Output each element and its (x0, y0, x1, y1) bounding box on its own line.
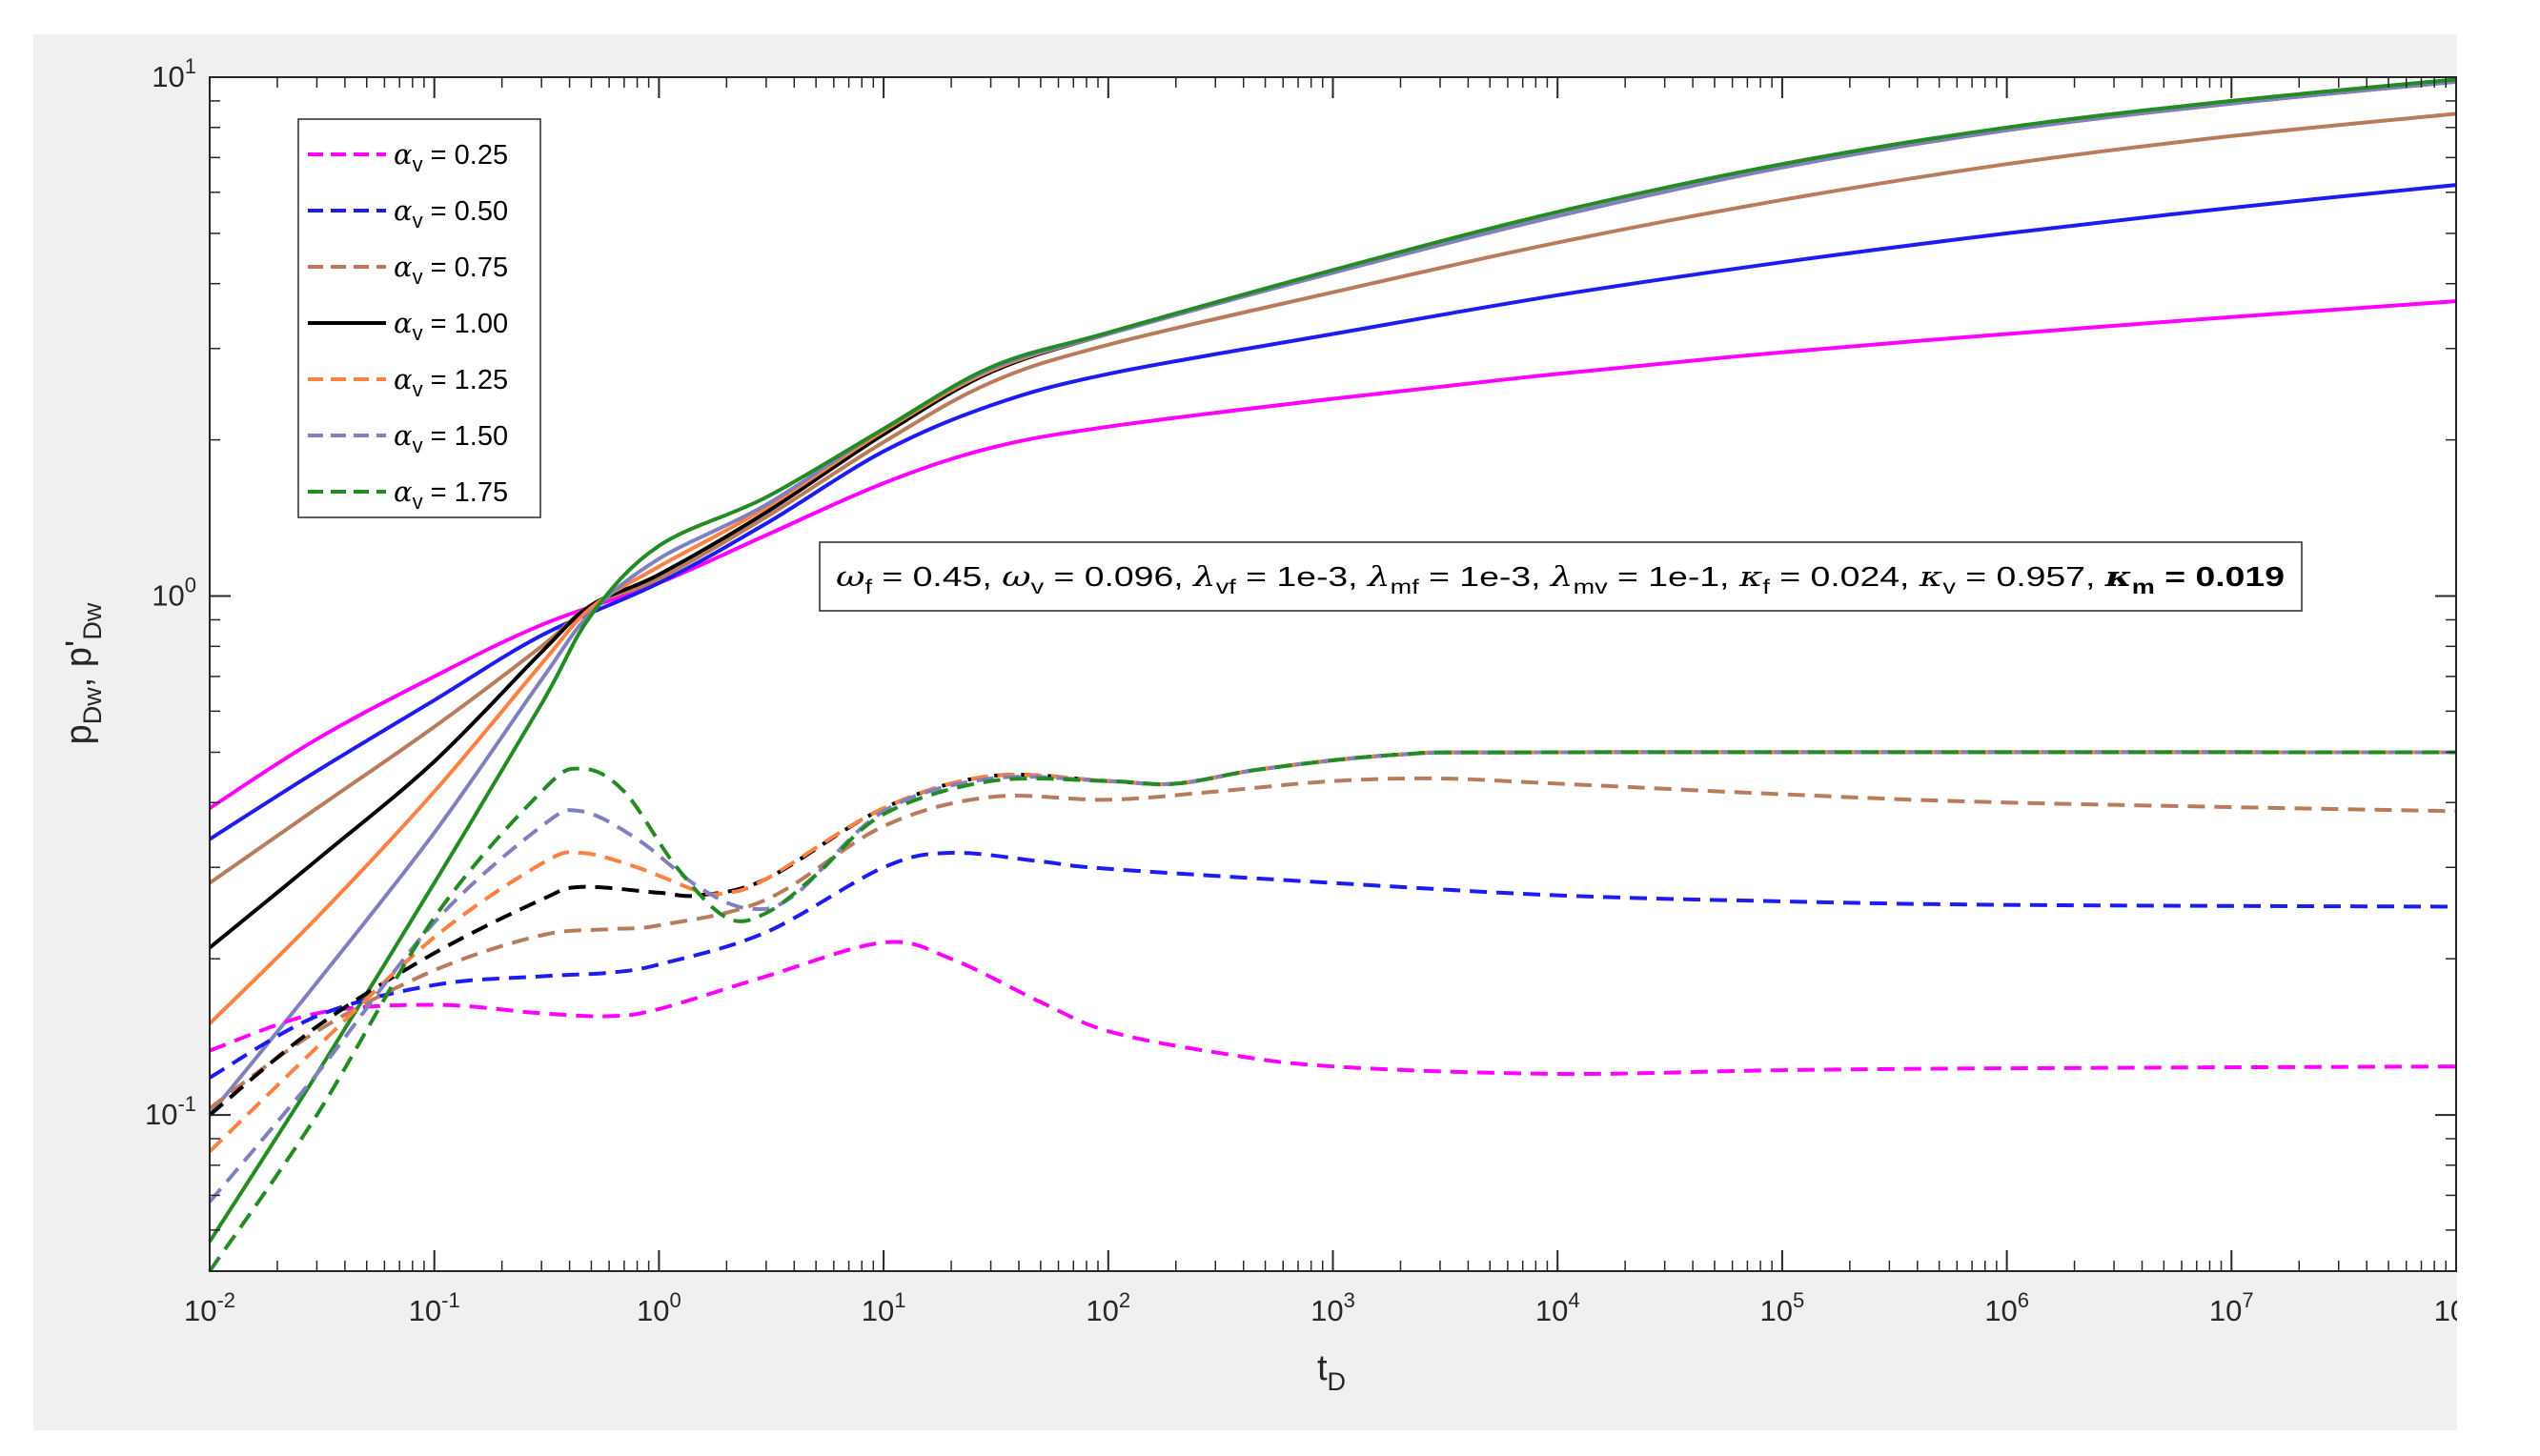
legend-item: αv = 0.25 (308, 138, 508, 176)
legend-label: αv = 1.75 (394, 475, 508, 514)
x-tick-label: 10-1 (409, 1288, 460, 1327)
x-tick-label: 10-2 (184, 1288, 235, 1327)
pressure-curve-2 (208, 183, 2457, 841)
legend-item: αv = 1.75 (308, 475, 508, 514)
ticks-group (209, 76, 2457, 1271)
legend-box (297, 118, 541, 518)
x-tick-label: 100 (637, 1288, 681, 1327)
tick-labels-group: 10-2 10-1 100 101 102 103 104 105 106 107 108 10-1 1… (145, 54, 2457, 1327)
legend-item: αv = 0.75 (308, 251, 508, 289)
annotation-box (819, 541, 2303, 612)
legend-label: αv = 1.00 (394, 307, 508, 345)
pressure-curve-1 (208, 299, 2457, 810)
derivative-curve-1 (209, 940, 2457, 1077)
x-axis-label: tD (1317, 1348, 1346, 1396)
x-tick-label: 104 (1535, 1288, 1580, 1327)
legend-item: αv = 1.50 (308, 419, 508, 457)
legend-item: αv = 0.50 (308, 194, 508, 233)
legend-item: αv = 1.00 (308, 307, 508, 345)
y-axis-label: pDw, p'Dw (59, 602, 107, 744)
derivative-curve-7 (208, 750, 2457, 1273)
legend: αv = 0.25 αv = 0.50 αv = 0.75 αv = 1.00 αv =… (297, 118, 541, 518)
legend-label: αv = 1.50 (394, 419, 508, 457)
x-tick-label: 103 (1311, 1288, 1355, 1327)
x-tick-label: 107 (2209, 1288, 2254, 1327)
derivative-curve-3 (208, 776, 2457, 1110)
x-tick-label: 105 (1760, 1288, 1805, 1327)
legend-label: αv = 0.75 (394, 251, 508, 289)
legend-label: αv = 1.25 (394, 363, 508, 401)
pressure-curve-3 (208, 111, 2457, 885)
chart-svg: 10-2 10-1 100 101 102 103 104 105 106 107 108 10-1 1… (59, 54, 2457, 1396)
legend-label: αv = 0.25 (394, 138, 508, 176)
legend-item: αv = 1.25 (308, 363, 508, 401)
x-tick-label: 102 (1086, 1288, 1130, 1327)
figure-background: 10-2 10-1 100 101 102 103 104 105 106 107 108 10-1 1… (33, 34, 2457, 1430)
x-tick-label: 101 (862, 1288, 906, 1327)
legend-label: αv = 0.50 (394, 194, 508, 233)
y-tick-label: 10-1 (145, 1092, 196, 1131)
y-tick-label: 100 (152, 574, 196, 613)
legend-entries: αv = 0.25 αv = 0.50 αv = 0.75 αv = 1.00 αv =… (308, 138, 508, 514)
pressure-curve-7 (208, 77, 2457, 1244)
plot-area (210, 77, 2456, 1271)
curves-group (208, 77, 2457, 1273)
y-tick-label: 101 (152, 54, 196, 93)
x-tick-label: 106 (1984, 1288, 2029, 1327)
x-tick-label: 108 (2434, 1288, 2457, 1327)
derivative-curve-2 (209, 850, 2457, 1080)
